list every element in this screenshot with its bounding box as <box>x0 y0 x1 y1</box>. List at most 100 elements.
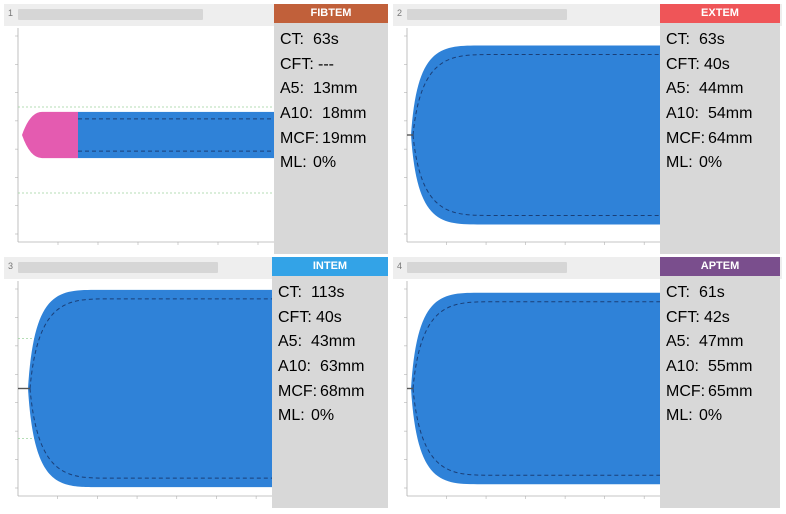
parameter-value: 63s <box>313 31 339 48</box>
trace-body <box>28 289 272 488</box>
parameter-value: --- <box>318 55 334 73</box>
parameter-row: A10: 63mm <box>278 355 364 380</box>
trace-median-upper <box>29 298 272 389</box>
parameter-key: CFT: <box>666 308 700 326</box>
test-badge: FIBTEM <box>274 4 388 23</box>
parameter-value: 40s <box>316 308 342 326</box>
parameter-row: ML: 0% <box>278 404 364 429</box>
parameter-row: CFT: --- <box>280 53 366 78</box>
parameter-value: 0% <box>311 407 335 425</box>
parameter-value: 113s <box>311 284 345 301</box>
parameter-value: 0% <box>699 407 723 425</box>
parameter-key: A5: <box>666 333 691 351</box>
parameter-row: A5: 13mm <box>280 77 366 102</box>
parameter-row: CFT: 40s <box>278 306 364 331</box>
parameter-row: A10: 55mm <box>666 355 752 380</box>
parameter-value: 43mm <box>311 333 356 351</box>
parameter-key: A5: <box>278 333 303 351</box>
temogram-plot <box>404 281 660 499</box>
test-badge: APTEM <box>660 257 780 276</box>
trace-early-segment <box>22 111 78 159</box>
trace-median-lower <box>412 388 660 476</box>
trace-median-upper <box>412 301 660 389</box>
parameter-row: A10: 54mm <box>666 102 752 127</box>
parameter-value: 40s <box>704 55 730 73</box>
parameter-value: 0% <box>313 154 337 172</box>
rotem-panel-3: 3 INTEM CT: 113s CFT: 40s A5: 43mm A10: 63mm MCF… <box>4 257 388 508</box>
parameter-value: 0% <box>699 154 723 172</box>
parameter-key: MCF: <box>278 382 318 400</box>
rotem-panel-1: 1 FIBTEM CT: 63s CFT: --- A5: 13mm A10: 18mm MCF… <box>4 4 388 254</box>
parameter-value: 63s <box>699 31 725 48</box>
parameter-row: A10: 18mm <box>280 102 366 127</box>
panel-number: 2 <box>397 8 403 18</box>
test-badge: EXTEM <box>660 4 780 23</box>
parameter-key: ML: <box>280 154 307 172</box>
parameter-value: 55mm <box>708 358 753 376</box>
parameter-key: ML: <box>666 407 693 425</box>
parameter-list: CT: 63s CFT: --- A5: 13mm A10: 18mm MCF: 19mm ML: 0… <box>280 28 366 176</box>
parameter-row: ML: 0% <box>666 404 752 429</box>
parameter-key: CT: <box>280 31 304 48</box>
parameter-row: ML: 0% <box>666 151 752 176</box>
panel-title-bar <box>407 262 567 273</box>
parameter-key: CFT: <box>278 308 312 326</box>
parameter-value: 61s <box>699 284 725 301</box>
parameter-key: A10: <box>278 358 311 376</box>
parameter-list: CT: 61s CFT: 42s A5: 47mm A10: 55mm MCF: 65mm ML: 0… <box>666 281 752 429</box>
parameter-key: CFT: <box>280 55 314 73</box>
parameter-key: ML: <box>278 407 305 425</box>
parameter-row: CFT: 42s <box>666 306 752 331</box>
parameter-key: A10: <box>666 358 699 376</box>
panel-number: 3 <box>8 261 14 271</box>
parameter-key: ML: <box>666 154 693 172</box>
test-badge: INTEM <box>272 257 388 276</box>
trace-median-lower <box>29 388 272 479</box>
parameter-value: 65mm <box>708 382 753 400</box>
parameter-value: 13mm <box>313 80 358 98</box>
rotem-panel-4: 4 APTEM CT: 61s CFT: 42s A5: 47mm A10: 55mm MCF:… <box>393 257 782 508</box>
parameter-value: 68mm <box>320 382 365 400</box>
parameter-key: A10: <box>666 105 699 123</box>
parameter-value: 19mm <box>322 129 367 147</box>
parameter-row: ML: 0% <box>280 151 366 176</box>
parameter-key: CFT: <box>666 55 700 73</box>
parameter-row: CT: 63s <box>280 28 366 53</box>
parameter-value: 64mm <box>708 129 753 147</box>
parameter-key: A10: <box>280 105 313 123</box>
parameter-row: A5: 47mm <box>666 330 752 355</box>
temogram-plot <box>15 281 272 499</box>
parameter-key: CT: <box>666 31 690 48</box>
parameter-row: A5: 44mm <box>666 77 752 102</box>
trace-body <box>411 292 660 485</box>
parameter-key: MCF: <box>280 129 320 147</box>
parameter-row: MCF: 68mm <box>278 380 364 405</box>
parameter-key: A5: <box>280 80 305 98</box>
parameter-row: MCF: 19mm <box>280 127 366 152</box>
parameter-value: 42s <box>704 308 730 326</box>
temogram-plot <box>404 28 660 245</box>
parameter-sidebar: EXTEM CT: 63s CFT: 40s A5: 44mm A10: 54mm MCF: 64… <box>660 4 780 254</box>
parameter-value: 18mm <box>322 105 367 123</box>
parameter-key: A5: <box>666 80 691 98</box>
panel-title-bar <box>18 262 218 273</box>
parameter-key: CT: <box>278 284 302 301</box>
parameter-row: CT: 63s <box>666 28 752 53</box>
parameter-row: CT: 61s <box>666 281 752 306</box>
parameter-key: MCF: <box>666 129 706 147</box>
parameter-value: 54mm <box>708 105 753 123</box>
parameter-row: CT: 113s <box>278 281 364 306</box>
panel-number: 1 <box>8 8 14 18</box>
parameter-list: CT: 113s CFT: 40s A5: 43mm A10: 63mm MCF: 68mm ML:… <box>278 281 364 429</box>
parameter-sidebar: INTEM CT: 113s CFT: 40s A5: 43mm A10: 63mm MCF: 6… <box>272 257 388 508</box>
parameter-value: 63mm <box>320 358 365 376</box>
parameter-row: MCF: 64mm <box>666 127 752 152</box>
trace-body <box>411 45 660 225</box>
parameter-key: CT: <box>666 284 690 301</box>
parameter-value: 44mm <box>699 80 744 98</box>
temogram-plot <box>15 28 274 245</box>
parameter-sidebar: APTEM CT: 61s CFT: 42s A5: 47mm A10: 55mm MCF: 65… <box>660 257 780 508</box>
panel-title-bar <box>18 9 203 20</box>
parameter-value: 47mm <box>699 333 744 351</box>
panel-title-bar <box>407 9 567 20</box>
